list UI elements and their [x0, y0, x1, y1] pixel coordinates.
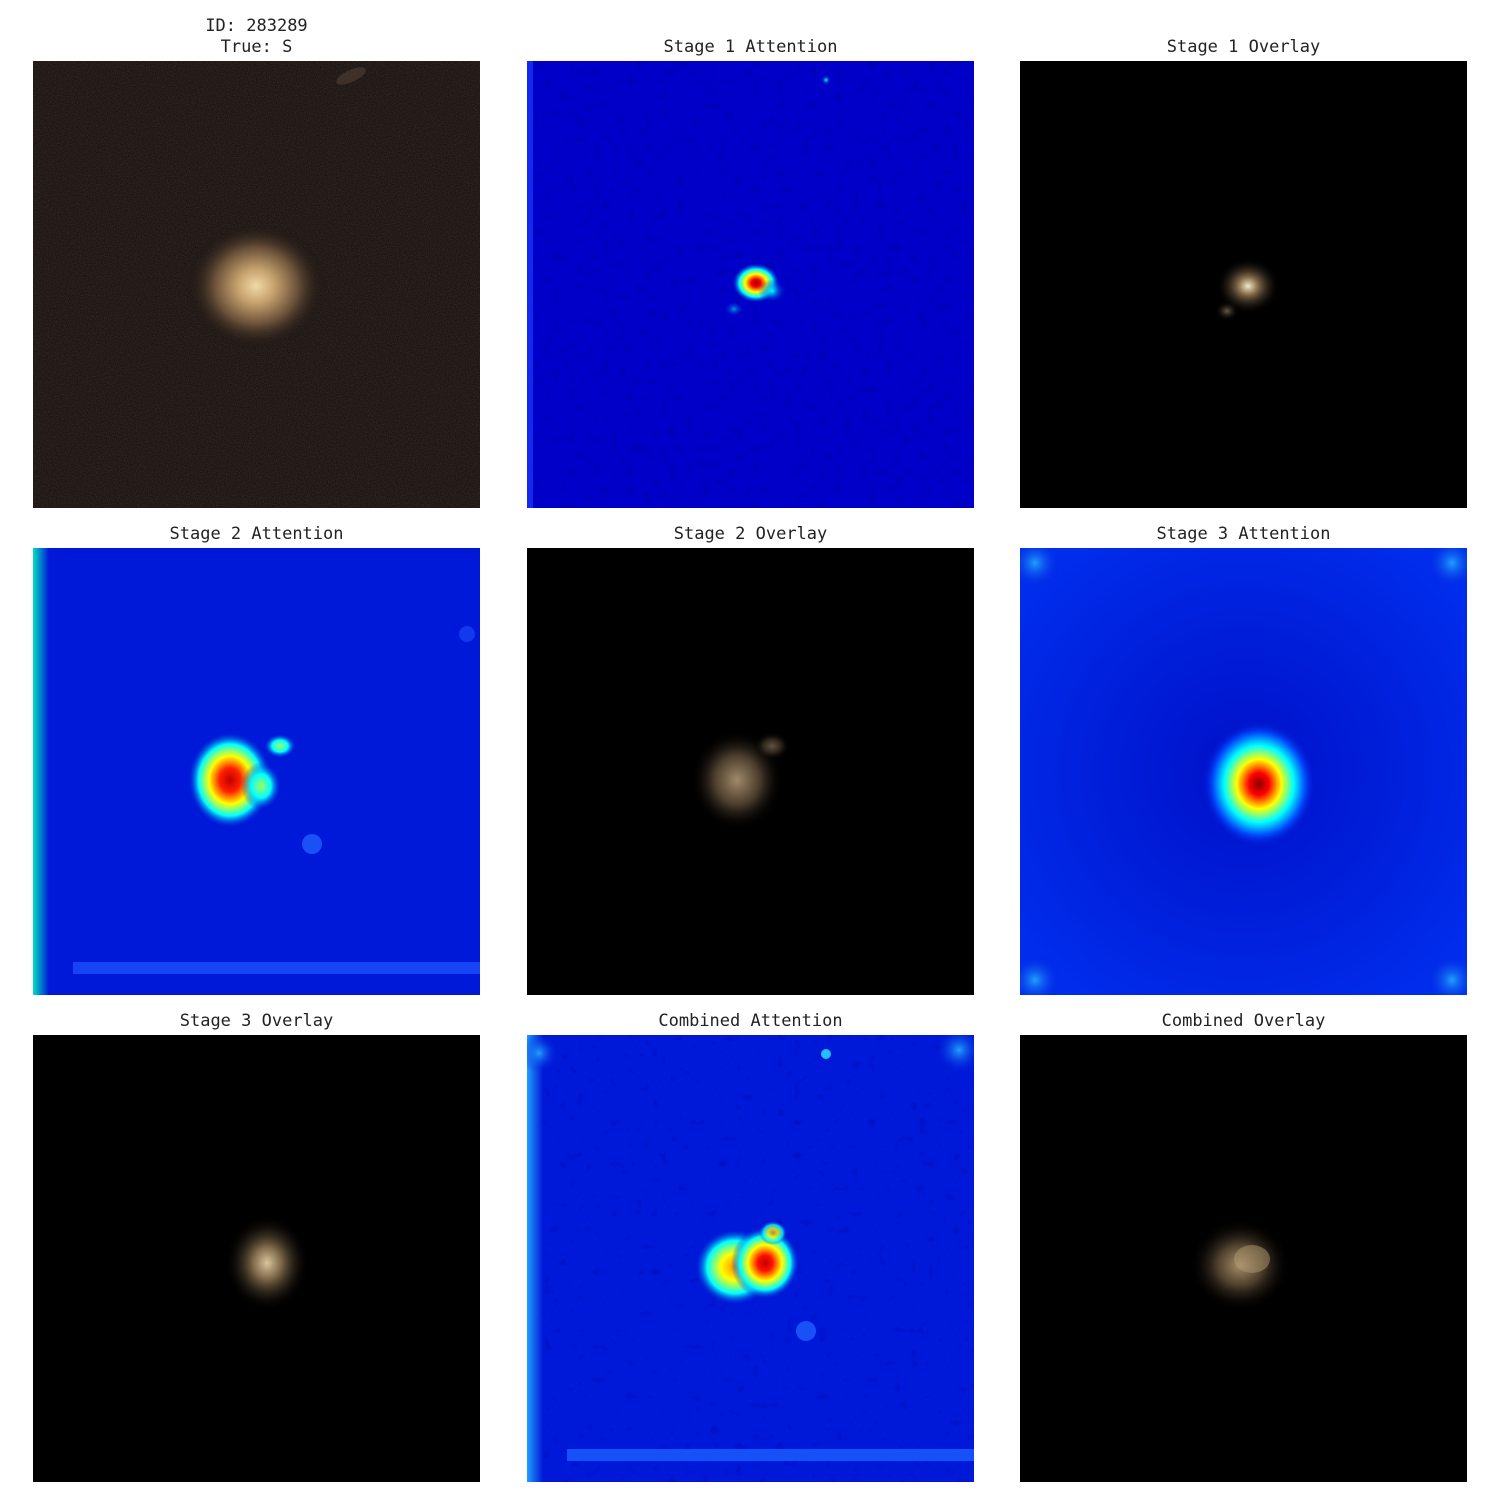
sample-id-label: ID: 283289 [205, 16, 308, 36]
stage3-overlay-image [33, 1035, 480, 1482]
combined-overlay-image [1020, 1035, 1467, 1482]
panel-title-stage1-attention: Stage 1 Attention [663, 37, 838, 57]
stage3-attention-heatmap [1020, 548, 1467, 995]
stage1-overlay-image [1020, 61, 1467, 508]
panel-title-stage3-overlay: Stage 3 Overlay [179, 1011, 334, 1031]
stage2-overlay-image [527, 548, 974, 995]
galaxy-image [33, 61, 480, 508]
panel-title-stage3-attention: Stage 3 Attention [1156, 524, 1331, 544]
panel-title-combined-overlay: Combined Overlay [1161, 1011, 1326, 1031]
combined-attention-heatmap [527, 1035, 974, 1482]
panel-title-stage2-attention: Stage 2 Attention [169, 524, 344, 544]
true-class-label: True: S [220, 37, 293, 57]
panel-title-stage1-overlay: Stage 1 Overlay [1166, 37, 1321, 57]
panel-title-stage2-overlay: Stage 2 Overlay [673, 524, 828, 544]
stage1-attention-heatmap [527, 61, 974, 508]
panel-title-combined-attention: Combined Attention [658, 1011, 843, 1031]
panel-title-original: ID: 283289 True: S [33, 16, 480, 58]
stage2-attention-heatmap [33, 548, 480, 995]
